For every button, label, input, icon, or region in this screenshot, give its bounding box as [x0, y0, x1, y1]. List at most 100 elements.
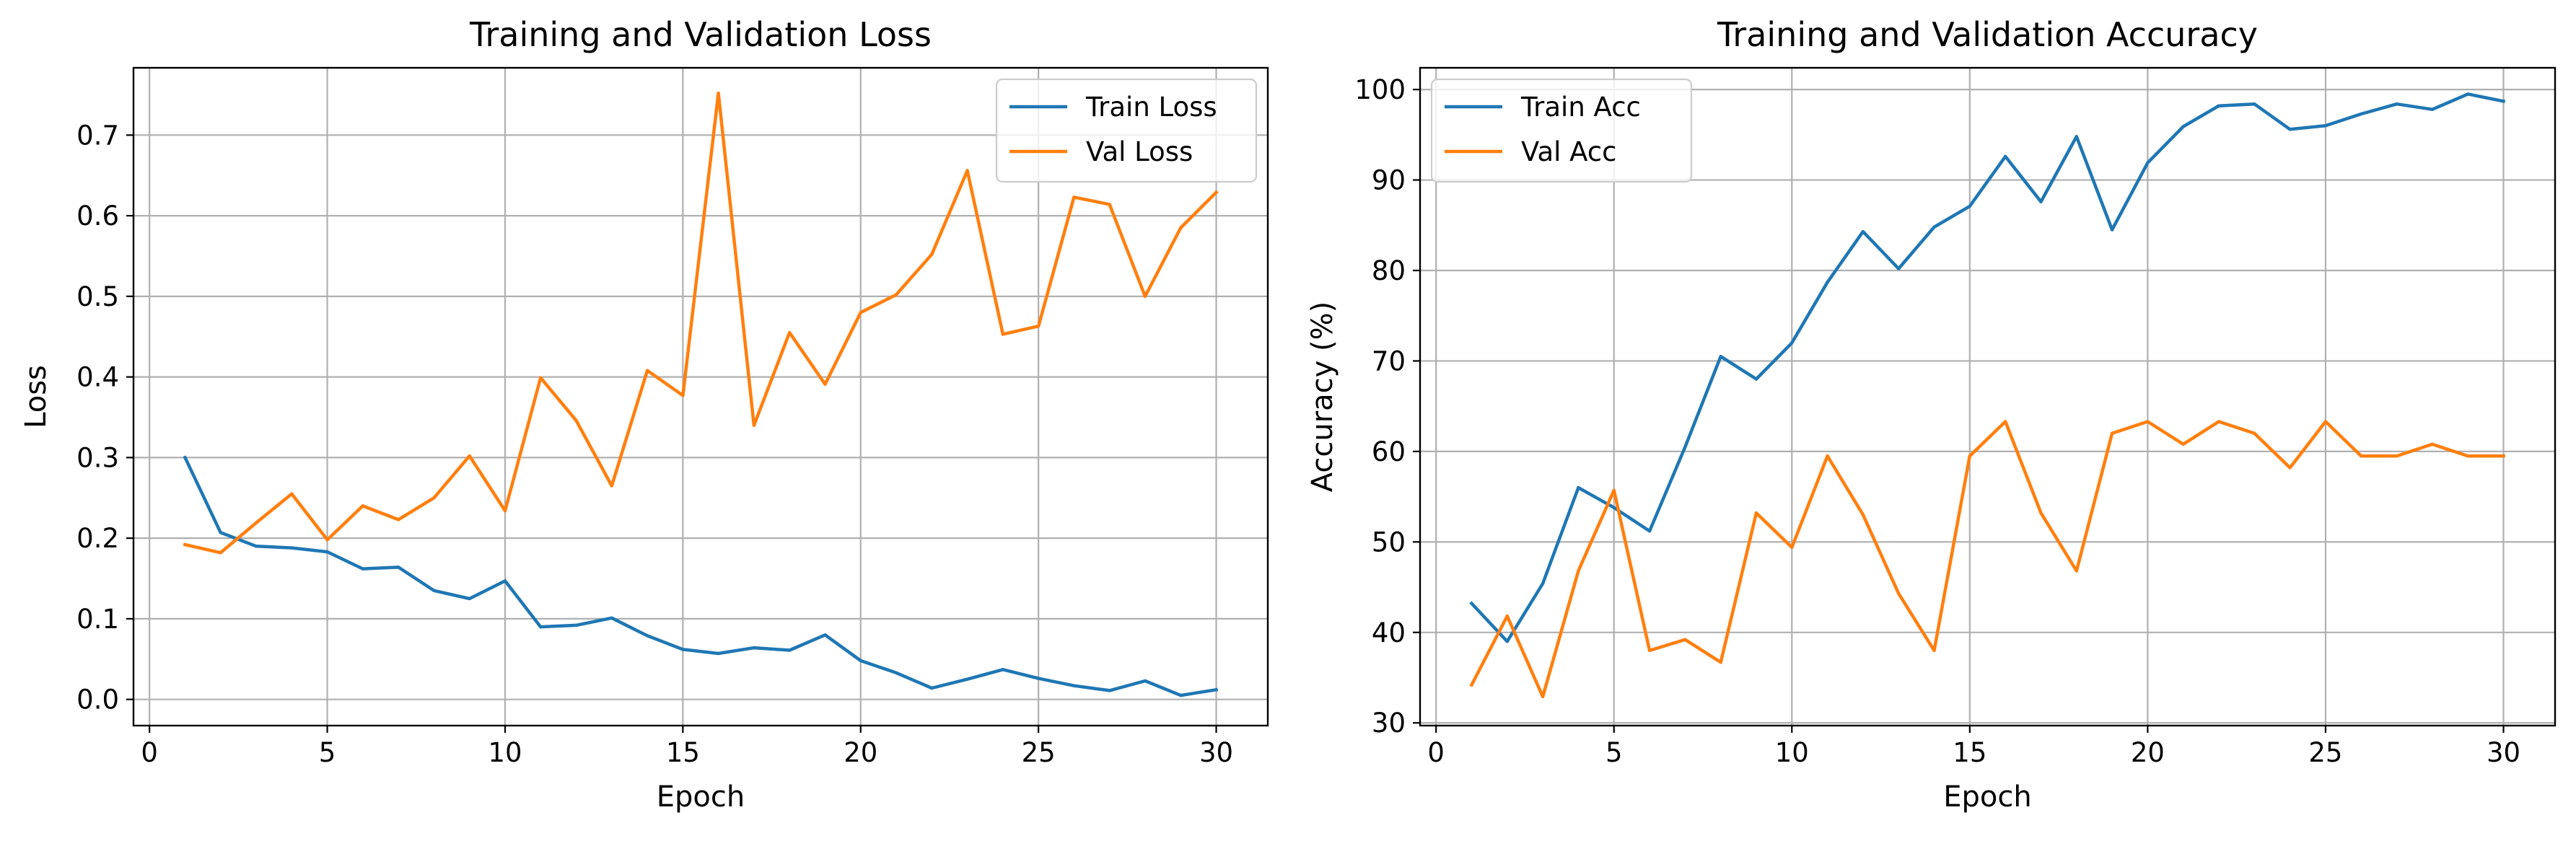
legend-label: Val Loss: [1086, 136, 1193, 167]
y-tick-label: 100: [1354, 74, 1406, 105]
data-point: [2466, 454, 2470, 458]
series-val-loss: [183, 91, 1219, 555]
data-point: [290, 546, 294, 550]
data-point: [2323, 124, 2328, 128]
data-point: [2146, 161, 2150, 164]
data-point: [1577, 569, 1580, 573]
data-point: [2395, 102, 2398, 106]
x-tick-label: 0: [1427, 737, 1445, 768]
data-point: [752, 423, 756, 427]
legend: Train Loss Val Loss: [995, 78, 1258, 183]
data-point: [859, 311, 862, 314]
data-point: [1036, 677, 1041, 680]
data-point: [1790, 545, 1794, 550]
data-point: [2466, 92, 2470, 96]
data-point: [1932, 225, 1936, 229]
data-point: [254, 521, 258, 525]
data-point: [2430, 107, 2435, 111]
data-point: [2110, 228, 2114, 232]
data-point: [2181, 125, 2185, 128]
x-axis-label: Epoch: [657, 780, 745, 814]
data-point: [1968, 454, 1972, 458]
x-tick-label: 10: [488, 737, 522, 768]
series-line: [183, 455, 1219, 697]
data-point: [2217, 420, 2221, 423]
data-point: [965, 169, 969, 172]
data-point: [859, 659, 862, 663]
data-point: [290, 492, 294, 496]
data-point: [2181, 442, 2185, 446]
data-point: [2323, 420, 2328, 423]
y-tick-label: 0.1: [76, 604, 119, 635]
x-tick-label: 15: [1953, 737, 1986, 768]
data-point: [1683, 445, 1687, 449]
data-point: [752, 646, 756, 650]
data-point: [2075, 135, 2078, 138]
data-point: [325, 550, 329, 554]
data-point: [503, 508, 507, 513]
data-point: [1826, 281, 1829, 284]
data-point: [2075, 569, 2078, 573]
data-point: [361, 567, 365, 571]
data-point: [2110, 431, 2114, 436]
legend: Train Acc Val Acc: [1430, 78, 1693, 183]
data-point: [219, 551, 222, 555]
y-tick-label: 0.4: [76, 362, 119, 393]
data-point: [645, 634, 649, 638]
data-point: [1214, 190, 1218, 194]
x-tick-label: 10: [1775, 737, 1809, 768]
data-point: [717, 651, 720, 656]
x-axis-label: Epoch: [1943, 780, 2031, 814]
data-point: [1541, 581, 1545, 586]
data-point: [1612, 488, 1616, 493]
x-tick-label: 5: [1605, 737, 1623, 768]
data-point: [2039, 511, 2043, 515]
data-point: [1647, 648, 1652, 653]
y-tick-label: 0.7: [76, 120, 119, 151]
data-point: [2502, 454, 2505, 458]
y-axis-label: Accuracy (%): [1306, 301, 1339, 493]
data-point: [254, 545, 258, 548]
loss-chart: 0 5 10 15 20 25 30 0.0 0.1 0.2 0.3 0.4 0.5 0.6 0.7 Trai…: [19, 15, 1269, 814]
axes-frame: [132, 66, 1269, 727]
data-point: [1108, 203, 1111, 206]
data-point: [2253, 102, 2256, 106]
data-point: [574, 418, 578, 423]
x-tick-label: 30: [1199, 737, 1233, 768]
data-point: [1897, 267, 1901, 270]
data-point: [2253, 431, 2256, 436]
legend-label: Train Loss: [1085, 92, 1217, 123]
data-point: [1001, 668, 1005, 672]
data-point: [1541, 695, 1545, 699]
x-tick-label: 30: [2487, 737, 2520, 768]
data-point: [2003, 420, 2007, 423]
data-point: [681, 648, 685, 651]
legend-box: [995, 78, 1258, 183]
y-tick-label: 30: [1372, 708, 1406, 739]
y-tick-label: 0.2: [76, 523, 119, 554]
data-point: [894, 293, 898, 296]
data-point: [823, 382, 827, 386]
data-point: [1754, 377, 1758, 381]
series-line: [1469, 92, 2506, 643]
data-point: [787, 330, 792, 335]
data-point: [468, 454, 471, 458]
data-point: [2288, 466, 2292, 470]
data-point: [1470, 602, 1473, 605]
data-point: [2360, 454, 2363, 458]
data-point: [2217, 104, 2221, 107]
data-point: [2395, 454, 2398, 458]
data-point: [539, 625, 543, 629]
chart-title: Training and Validation Loss: [469, 15, 932, 54]
y-tick-label: 90: [1372, 165, 1406, 196]
data-point: [2003, 154, 2007, 159]
data-point: [823, 633, 827, 637]
data-point: [1683, 638, 1687, 642]
data-point: [681, 394, 685, 397]
data-point: [432, 496, 436, 500]
data-point: [1108, 689, 1111, 692]
data-point: [1179, 693, 1183, 697]
x-tick-label: 20: [2131, 737, 2165, 768]
data-point: [1719, 660, 1722, 664]
